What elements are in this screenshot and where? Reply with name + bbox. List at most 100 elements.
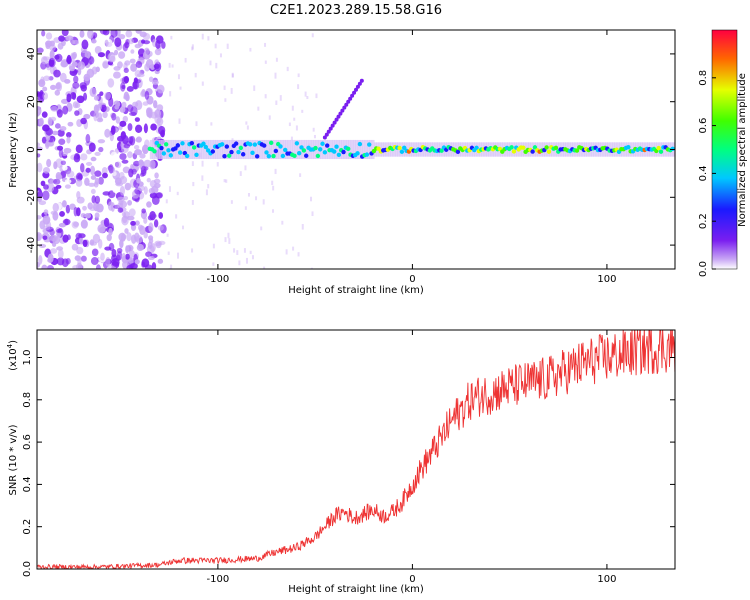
heatmap-noise-cell — [102, 172, 108, 179]
heatmap-band-cell — [336, 152, 342, 158]
heatmap-noise-cell — [118, 200, 124, 206]
heatmap-band-halo — [245, 139, 249, 160]
heatmap-noise-cell — [72, 81, 80, 89]
heatmap-band-halo — [201, 139, 205, 160]
heatmap-noise-cell — [46, 158, 52, 168]
heatmap-band-cell — [670, 146, 675, 151]
heatmap-chirp-cell — [348, 96, 353, 101]
heatmap-noise-cell — [54, 123, 61, 129]
heatmap-band-halo — [369, 139, 373, 160]
heatmap-streak-cell — [238, 260, 241, 266]
snr-y-tick-label: 0.8 — [22, 392, 33, 408]
heatmap-noise-cell — [65, 257, 71, 265]
heatmap-band-cell — [278, 144, 283, 149]
heatmap-noise-cell — [91, 39, 97, 44]
heatmap-band-cell — [322, 150, 328, 155]
heatmap-streak-cell — [272, 185, 275, 191]
heatmap-noise-cell — [87, 182, 96, 187]
heatmap-noise-cell — [56, 109, 63, 118]
heatmap-streak-cell — [194, 72, 197, 78]
heatmap-noise-cell — [73, 75, 79, 84]
heatmap-noise-cell — [147, 241, 153, 250]
heatmap-noise-cell — [154, 109, 161, 118]
heatmap-chirp-cell — [336, 114, 341, 119]
heatmap-noise-cell — [104, 128, 111, 138]
heatmap-noise-cell — [151, 79, 159, 85]
heatmap-noise-cell — [137, 185, 145, 192]
spectrogram-y-tick-label: 0 — [26, 146, 37, 152]
heatmap-noise-cell — [38, 200, 47, 206]
spectrogram-y-tick-label: 40 — [26, 48, 37, 61]
heatmap-streak-cell — [301, 109, 304, 113]
heatmap-band-cell — [247, 142, 253, 147]
heatmap-band-cell — [553, 145, 559, 151]
heatmap-chirp-cell — [352, 90, 357, 95]
heatmap-noise-cell — [37, 233, 41, 242]
heatmap-streak-cell — [191, 44, 194, 50]
heatmap-noise-cell — [115, 161, 122, 169]
heatmap-noise-cell — [110, 151, 118, 161]
heatmap-noise-cell — [143, 159, 152, 168]
heatmap-band-halo — [660, 142, 664, 157]
heatmap-noise-cell — [94, 170, 102, 177]
heatmap-band-halo — [215, 139, 219, 160]
heatmap-noise-cell — [38, 243, 47, 248]
heatmap-noise-cell — [133, 144, 140, 150]
heatmap-band-cell — [658, 149, 664, 154]
heatmap-streak-cell — [236, 250, 239, 255]
heatmap-band-cell — [301, 148, 307, 153]
heatmap-noise-cell — [37, 162, 43, 173]
heatmap-noise-cell — [105, 256, 111, 267]
snr-line — [37, 330, 675, 569]
heatmap-noise-cell — [77, 174, 83, 181]
heatmap-streak-cell — [275, 57, 278, 62]
snr-y-tick-label: 0.6 — [22, 434, 33, 450]
heatmap-noise-cell — [78, 233, 86, 239]
heatmap-noise-cell — [142, 40, 151, 45]
heatmap-band-cell — [346, 146, 351, 152]
heatmap-noise-cell — [148, 76, 154, 83]
heatmap-noise-cell — [128, 249, 135, 258]
heatmap-noise-cell — [66, 136, 71, 144]
heatmap-streak-cell — [212, 262, 215, 266]
heatmap-noise-cell — [42, 235, 48, 240]
heatmap-noise-cell — [146, 177, 151, 183]
heatmap-noise-cell — [90, 175, 97, 180]
heatmap-noise-cell — [126, 85, 134, 92]
spectrogram-y-axis-label: Frequency (Hz) — [8, 112, 19, 188]
heatmap-band-halo — [289, 139, 293, 160]
heatmap-band-cell — [238, 145, 244, 151]
heatmap-noise-cell — [97, 139, 106, 144]
heatmap-streak-cell — [293, 117, 296, 121]
heatmap-band-halo — [366, 139, 370, 160]
heatmap-streak-cell — [182, 225, 185, 230]
heatmap-band-cell — [168, 153, 174, 158]
heatmap-noise-cell — [42, 124, 50, 132]
heatmap-noise-cell — [92, 233, 101, 244]
heatmap-band-halo — [212, 139, 216, 160]
heatmap-noise-cell — [46, 182, 55, 193]
heatmap-noise-cell — [144, 47, 150, 55]
heatmap-streak-cell — [201, 81, 204, 86]
heatmap-band-halo — [364, 139, 368, 160]
heatmap-noise-cell — [134, 79, 142, 84]
heatmap-noise-cell — [144, 90, 150, 100]
heatmap-noise-cell — [140, 165, 147, 175]
snr-series — [37, 330, 675, 569]
heatmap-noise-cell — [88, 142, 96, 152]
heatmap-band-cell — [357, 141, 363, 147]
snr-panel: -100 0 100 0.0 0.2 0.4 0.6 0.8 1.0 Height of str… — [6, 329, 676, 595]
heatmap-noise-cell — [108, 97, 114, 107]
heatmap-streak-cell — [247, 193, 250, 197]
heatmap-chirp-cell — [346, 99, 351, 104]
heatmap-noise-cell — [85, 167, 91, 173]
heatmap-chirp-cell — [344, 102, 349, 107]
heatmap-noise-cell — [123, 195, 129, 201]
heatmap-noise-cell — [38, 117, 44, 127]
heatmap-noise-cell — [83, 73, 91, 82]
heatmap-noise-cell — [76, 191, 81, 199]
heatmap-noise-cell — [124, 182, 132, 191]
heatmap-noise-cell — [55, 174, 63, 180]
heatmap-streak-cell — [274, 168, 277, 175]
heatmap-streak-cell — [304, 91, 307, 97]
